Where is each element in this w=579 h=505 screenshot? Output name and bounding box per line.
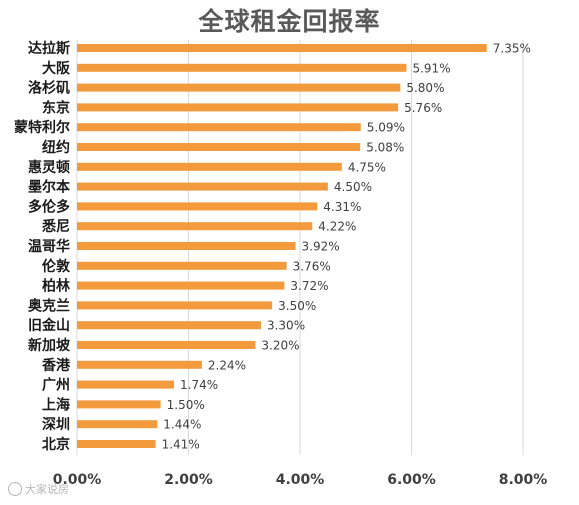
category-label: 柏林 [42,278,70,295]
category-label: 旧金山 [28,317,70,334]
category-label: 悉尼 [41,218,70,235]
bar [77,420,158,429]
weibo-logo-icon [8,482,22,496]
bar [77,123,361,132]
category-label: 伦敦 [42,258,71,275]
data-label: 3.76% [293,259,331,273]
category-label: 北京 [42,436,70,453]
data-label: 5.09% [367,121,405,135]
bar [77,281,285,290]
bar [77,162,342,171]
data-label: 3.20% [261,339,299,353]
watermark: 大家说房 [8,481,69,497]
category-label: 惠灵顿 [28,159,70,176]
bar [77,261,287,270]
x-tick-label: 6.00% [387,472,436,488]
category-label: 深圳 [42,416,70,433]
watermark-text: 大家说房 [25,483,69,496]
data-label: 1.74% [180,378,218,392]
bar [77,222,313,231]
data-label: 4.22% [318,220,356,234]
bar [77,321,261,330]
category-label: 上海 [42,396,70,413]
category-label: 多伦多 [28,198,70,215]
x-tick-label: 4.00% [276,472,325,488]
data-label: 2.24% [208,358,246,372]
data-label: 4.31% [323,200,361,214]
category-label: 洛杉矶 [28,80,70,97]
bar [77,103,399,112]
category-label: 大阪 [42,60,71,77]
category-label: 温哥华 [28,238,70,255]
data-label: 5.80% [406,81,444,95]
bar [77,360,202,369]
category-label: 墨尔本 [28,179,71,196]
bar [77,143,361,151]
bar [77,380,175,389]
bar [77,440,156,448]
x-tick-label: 8.00% [499,472,548,488]
bar [77,242,296,250]
data-label: 1.44% [163,418,201,432]
bar [77,341,256,349]
category-label: 东京 [42,99,70,116]
data-label: 5.76% [404,101,442,115]
category-label: 奥克兰 [28,297,70,314]
data-label: 4.75% [348,160,386,174]
data-label: 5.91% [412,61,450,75]
chart-title: 全球租金回报率 [198,7,381,36]
bar [77,182,328,191]
bar [77,83,401,92]
data-label: 1.41% [162,438,200,452]
bar [77,44,487,52]
category-label: 纽约 [42,139,70,156]
category-label: 达拉斯 [28,40,70,57]
category-label: 新加坡 [28,337,71,354]
data-label: 3.50% [278,299,316,313]
category-label: 香港 [41,357,71,374]
bar [77,400,161,409]
bar [77,301,273,310]
data-label: 4.50% [334,180,372,194]
data-label: 3.30% [267,319,305,333]
x-tick-label: 0.00% [53,472,102,488]
data-label: 3.72% [290,279,328,293]
bar [77,63,407,72]
category-label: 广州 [42,377,70,394]
data-label: 7.35% [493,42,531,56]
data-label: 5.08% [366,141,404,155]
data-label: 1.50% [167,398,205,412]
data-label: 3.92% [302,240,340,254]
category-label: 蒙特利尔 [14,119,70,136]
x-tick-label: 2.00% [164,472,213,488]
bar [77,202,318,211]
